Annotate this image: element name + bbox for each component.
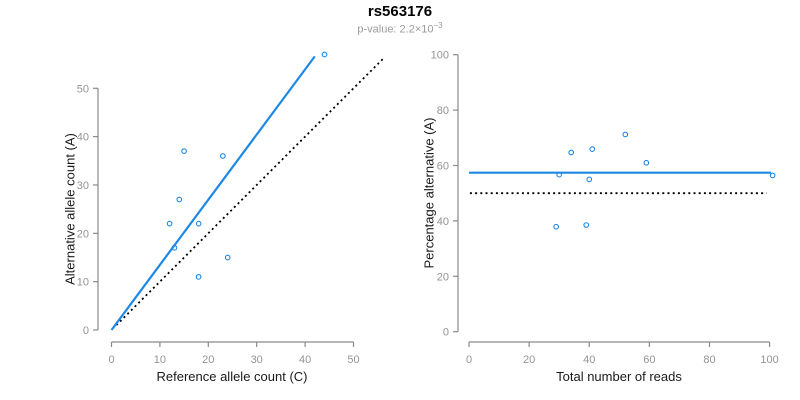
- p-value-exponent: −3: [433, 21, 443, 30]
- page-title: rs563176: [367, 3, 433, 20]
- data-point: [556, 171, 563, 178]
- data-point: [219, 153, 226, 159]
- x-tick-label: 40: [299, 354, 311, 366]
- data-point: [622, 131, 629, 138]
- p-value-prefix: p-value: 2.2×10: [357, 23, 434, 36]
- data-point: [171, 244, 178, 251]
- y-tick-label: 80: [437, 105, 449, 117]
- data-point: [568, 149, 575, 156]
- data-point: [321, 51, 328, 58]
- x-tick-label: 60: [643, 354, 655, 366]
- data-point: [176, 196, 183, 203]
- left-x-axis-label: Reference allele count (C): [156, 369, 308, 384]
- x-tick-label: 100: [760, 354, 778, 366]
- y-tick-label: 20: [437, 271, 449, 283]
- x-tick-label: 30: [251, 354, 263, 366]
- y-tick-label: 100: [431, 50, 449, 62]
- x-tick-label: 50: [347, 354, 359, 366]
- data-point: [583, 222, 590, 228]
- x-tick-label: 40: [583, 354, 595, 366]
- identity-line: [115, 56, 386, 326]
- data-point: [589, 146, 596, 153]
- y-tick-label: 40: [77, 132, 89, 144]
- data-point: [181, 148, 187, 154]
- y-tick-label: 10: [77, 277, 89, 289]
- y-tick-label: 40: [437, 216, 449, 228]
- right-x-axis-label: Total number of reads: [556, 369, 682, 384]
- data-point: [166, 220, 173, 227]
- data-point: [224, 254, 231, 261]
- x-tick-label: 80: [703, 354, 715, 366]
- x-tick-label: 0: [108, 354, 114, 366]
- data-point: [643, 159, 650, 166]
- y-tick-label: 20: [77, 228, 89, 240]
- y-tick-label: 50: [77, 83, 89, 95]
- plot-panel-left: 0 10 20 30 40 50 0 10 20 30 40 50: [77, 51, 386, 366]
- plot-panel-right: 0 20 40 60 80 100 0 20 40 60 80 100: [431, 50, 779, 366]
- left-y-axis-label: Alternative allele count (A): [62, 133, 78, 285]
- x-tick-label: 20: [523, 354, 535, 366]
- x-tick-label: 10: [154, 354, 166, 366]
- data-point: [195, 220, 202, 227]
- x-tick-label: 20: [202, 354, 214, 366]
- data-point: [553, 223, 560, 230]
- right-y-axis-label: Percentage alternative (A): [421, 117, 437, 269]
- data-point: [586, 176, 593, 183]
- x-tick-label: 0: [466, 354, 472, 366]
- fit-line: [110, 55, 316, 331]
- data-point: [195, 273, 202, 280]
- y-tick-label: 30: [77, 180, 89, 192]
- p-value-label: p-value: 2.2×10−3: [0, 21, 800, 36]
- data-point: [769, 172, 776, 179]
- y-tick-label: 60: [437, 161, 449, 173]
- y-tick-label: 0: [83, 325, 89, 337]
- y-tick-label: 0: [443, 327, 449, 339]
